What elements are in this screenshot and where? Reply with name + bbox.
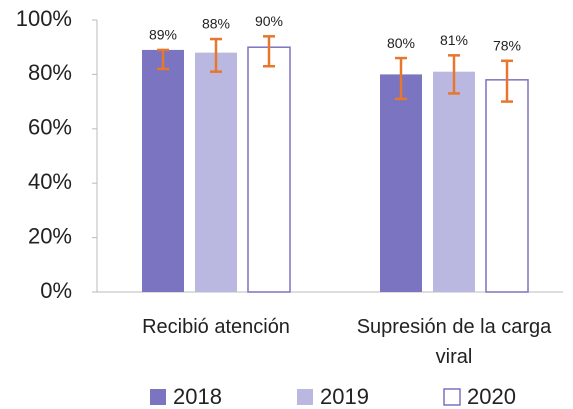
legend-swatch <box>443 388 461 406</box>
y-tick-label: 60% <box>28 115 72 140</box>
y-tick-label: 100% <box>16 6 72 31</box>
error-bar <box>501 59 513 103</box>
bar <box>142 49 184 292</box>
legend-swatch <box>297 389 313 405</box>
data-label: 89% <box>149 27 177 43</box>
x-tick-label: Recibió atención <box>142 316 290 338</box>
legend-swatch <box>150 389 166 405</box>
error-bar <box>157 48 169 71</box>
error-bar <box>263 35 275 68</box>
y-tick-label: 0% <box>40 278 72 303</box>
data-label: 88% <box>202 16 230 32</box>
y-tick-label: 20% <box>28 223 72 248</box>
bar <box>247 46 291 293</box>
y-tick-label: 80% <box>28 60 72 85</box>
y-tick-label: 40% <box>28 169 72 194</box>
error-bar <box>395 56 407 101</box>
legend-label: 2019 <box>320 384 369 409</box>
data-label: 78% <box>493 38 521 54</box>
data-label: 80% <box>387 35 415 51</box>
data-label: 90% <box>255 13 283 29</box>
bar <box>485 79 529 293</box>
bar <box>380 74 422 293</box>
error-bar <box>448 54 460 95</box>
bar <box>195 52 237 292</box>
x-tick-label: Supresión de la carga viral <box>356 316 552 368</box>
bar <box>433 71 475 293</box>
error-bar <box>210 37 222 73</box>
legend-label: 2018 <box>173 384 222 409</box>
legend-label: 2020 <box>467 384 516 409</box>
data-label: 81% <box>440 32 468 48</box>
